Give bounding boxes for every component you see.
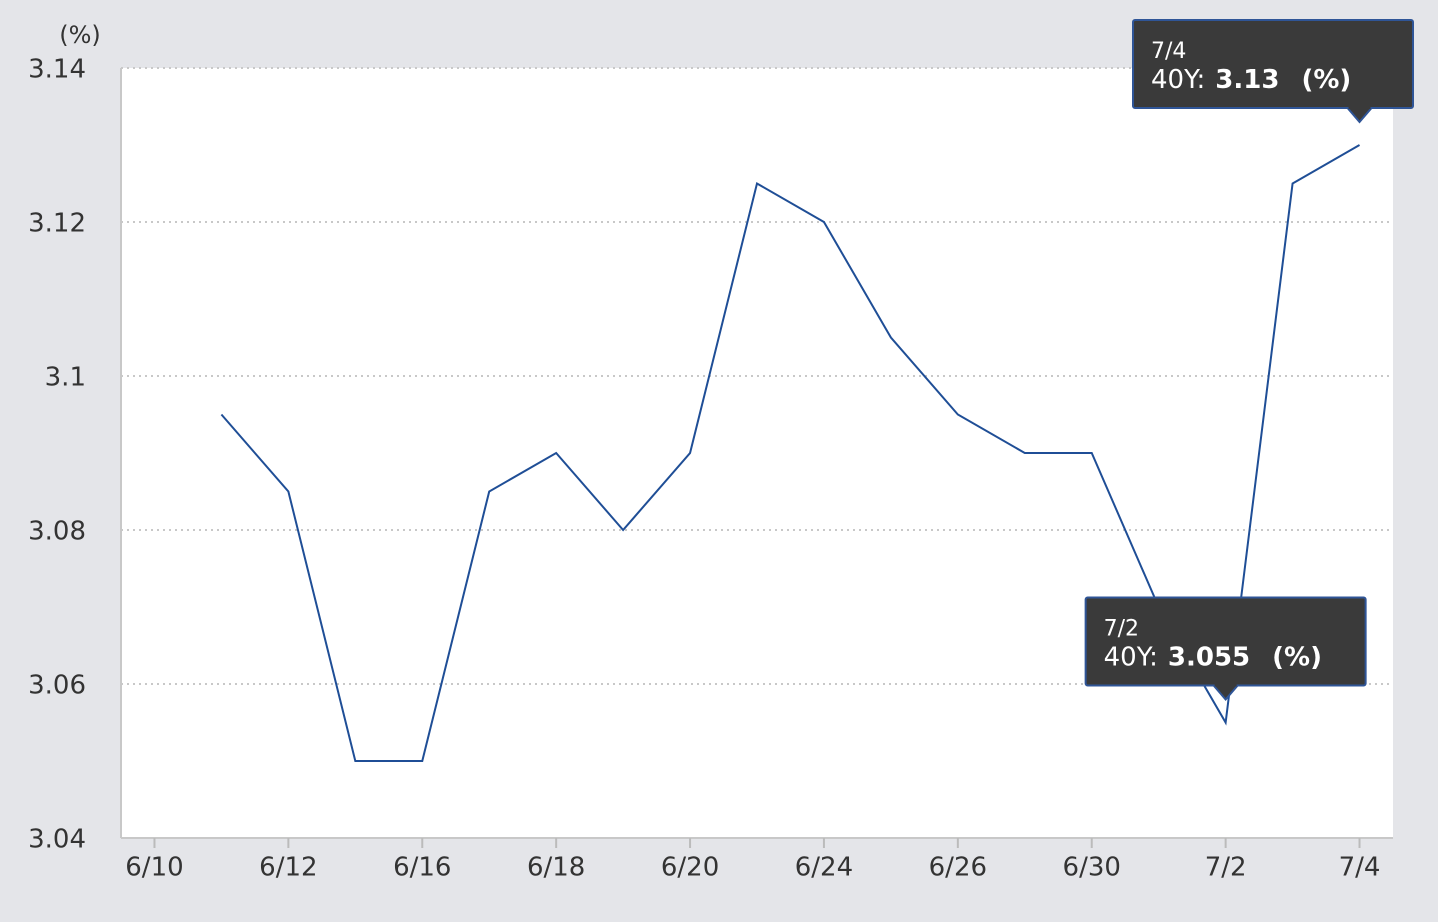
x-tick-label: 6/12 [259, 853, 317, 883]
x-tick-label: 6/16 [393, 853, 451, 883]
x-tick-label: 6/18 [527, 853, 585, 883]
tooltip-box [1132, 19, 1414, 109]
tooltip-value: 3.055 [1168, 642, 1250, 672]
x-tick-label: 6/24 [795, 853, 853, 883]
tooltip-pointer-cover [1214, 683, 1237, 687]
tooltip-value: 3.13 [1215, 65, 1279, 95]
tooltip-unit: (%) [1301, 65, 1351, 95]
tooltip-date: 7/2 [1104, 617, 1139, 642]
y-unit: (%) [59, 21, 101, 49]
x-tick-label: 6/20 [661, 853, 719, 883]
tooltip-date: 7/4 [1151, 39, 1186, 64]
x-tick-label: 7/4 [1339, 853, 1381, 883]
y-tick-label: 3.06 [28, 671, 86, 701]
y-tick-label: 3.08 [28, 517, 86, 547]
tooltip-line: 40Y: 3.055 (%) [1104, 642, 1322, 672]
y-tick-label: 3.04 [28, 825, 86, 855]
y-tick-label: 3.1 [45, 363, 86, 393]
tooltip-series: 40Y: [1151, 65, 1205, 95]
plot-area [121, 68, 1393, 838]
tooltip-line: 40Y: 3.13 (%) [1151, 65, 1351, 95]
x-tick-label: 6/30 [1063, 853, 1121, 883]
x-tick-label: 7/2 [1205, 853, 1247, 883]
y-tick-label: 3.14 [28, 55, 86, 85]
tooltip-series: 40Y: [1104, 642, 1158, 672]
x-tick-label: 6/10 [125, 853, 183, 883]
x-tick-label: 6/26 [929, 853, 987, 883]
tooltip-unit: (%) [1272, 642, 1322, 672]
tooltip-pointer-cover [1348, 106, 1371, 109]
y-tick-label: 3.12 [28, 209, 86, 239]
